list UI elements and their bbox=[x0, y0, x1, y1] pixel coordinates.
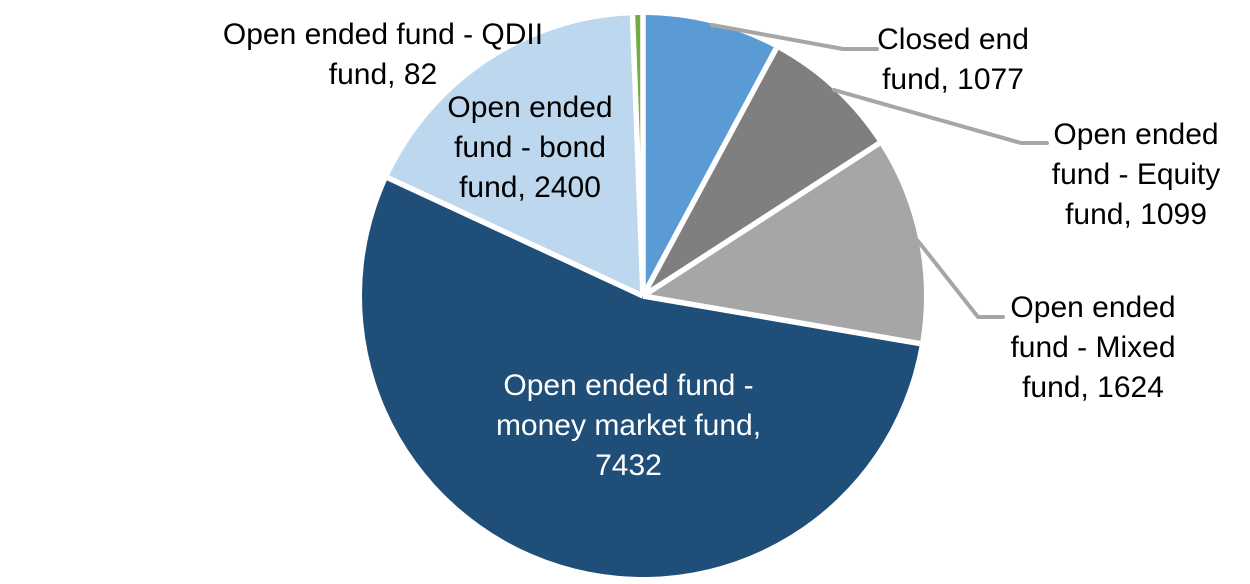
data-label-line: fund - bond bbox=[454, 131, 606, 164]
data-label-closed-end-fund: Closed end fund, 1077 bbox=[848, 20, 1058, 100]
leader-line-closed-end-fund bbox=[710, 23, 879, 51]
data-label-line: 7432 bbox=[595, 449, 662, 482]
leader-line-open-ended-fund-mixed-fund bbox=[916, 239, 1005, 319]
data-label-open-ended-fund-mixed-fund: Open ended fund - Mixed fund, 1624 bbox=[983, 288, 1203, 408]
data-label-line: Open ended bbox=[447, 91, 613, 124]
data-label-line: fund, 2400 bbox=[459, 171, 601, 204]
slice-separator bbox=[640, 47, 779, 298]
data-label-open-ended-fund-qdii-fund: Open ended fund - QDII fund, 82 bbox=[158, 15, 608, 95]
data-label-line: Open ended fund - QDII bbox=[222, 18, 544, 51]
data-label-line: Open ended fund - bbox=[503, 369, 754, 402]
data-label-line: fund - Mixed bbox=[1010, 331, 1176, 364]
data-label-line: fund, 1099 bbox=[1065, 198, 1207, 231]
slice-separator bbox=[629, 15, 646, 297]
data-label-open-ended-fund-money-market-fund: Open ended fund - money market fund, 7432 bbox=[456, 366, 801, 486]
pie-slice-open-ended-fund-money-market-fund bbox=[362, 177, 920, 578]
pie-slice-open-ended-fund-mixed-fund bbox=[643, 143, 925, 344]
data-label-line: Closed end bbox=[877, 23, 1029, 56]
data-label-line: fund, 1077 bbox=[882, 63, 1024, 96]
slice-separator bbox=[386, 175, 645, 299]
slice-separator bbox=[642, 293, 921, 347]
data-label-line: Open ended bbox=[1053, 118, 1219, 151]
data-label-line: fund, 1624 bbox=[1022, 371, 1164, 404]
pie-slice-open-ended-fund-equity-fund bbox=[643, 48, 879, 296]
data-label-open-ended-fund-bond-fund: Open ended fund - bond fund, 2400 bbox=[420, 88, 640, 208]
data-label-line: Open ended bbox=[1010, 291, 1176, 324]
data-label-line: fund, 82 bbox=[328, 58, 438, 91]
pie-slice-open-ended-fund-bond-fund bbox=[388, 15, 643, 296]
data-label-line: fund - Equity bbox=[1051, 158, 1221, 191]
data-label-open-ended-fund-equity-fund: Open ended fund - Equity fund, 1099 bbox=[1026, 115, 1246, 235]
slice-separator bbox=[641, 141, 881, 299]
leader-line-open-ended-fund-equity-fund bbox=[832, 88, 1049, 145]
pie-slice-closed-end-fund bbox=[643, 15, 777, 296]
data-label-line: money market fund, bbox=[495, 409, 762, 442]
